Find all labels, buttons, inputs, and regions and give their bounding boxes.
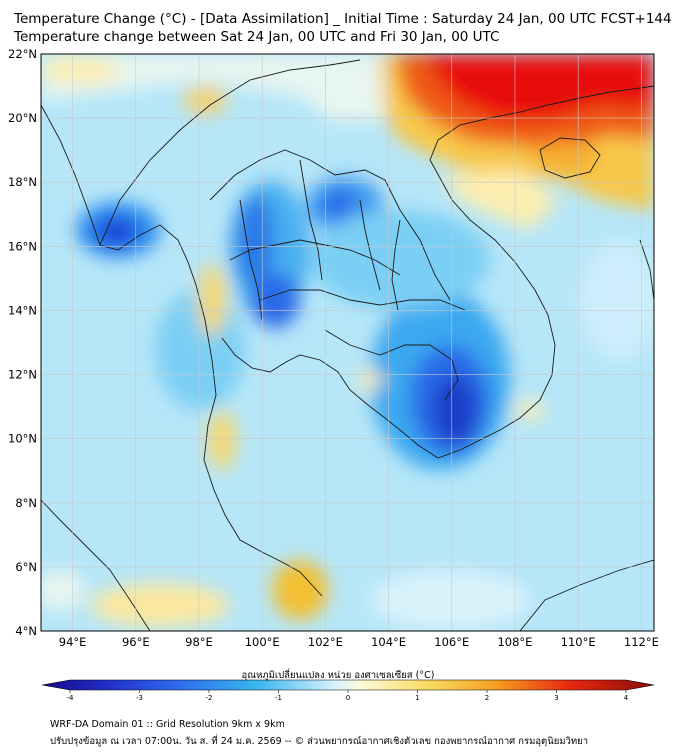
lon-tick-label: 104°E	[371, 635, 406, 649]
colorbar-tick-label: 0	[346, 694, 350, 702]
lon-tick-label: 100°E	[245, 635, 280, 649]
lon-tick-label: 106°E	[434, 635, 469, 649]
colorbar-tick-label: -3	[136, 694, 143, 702]
lat-tick-label: 20°N	[8, 111, 37, 125]
lon-tick-label: 112°E	[624, 635, 659, 649]
lat-tick-label: 6°N	[15, 560, 37, 574]
colorbar-tick-label: 1	[415, 694, 419, 702]
colorbar-label: อุณหภูมิเปลี่ยนแปลง หน่วย องศาเซลเซียส (…	[241, 670, 435, 681]
lon-tick-label: 98°E	[185, 635, 213, 649]
lat-tick-label: 14°N	[8, 303, 37, 317]
lat-tick-label: 12°N	[8, 368, 37, 382]
colorbar-tick-label: -1	[275, 694, 282, 702]
chart-title: Temperature Change (°C) - [Data Assimila…	[14, 11, 672, 27]
colorbar-tick-label: 3	[554, 694, 558, 702]
map-frame	[40, 53, 655, 632]
lon-tick-label: 96°E	[122, 635, 150, 649]
chart-subtitle: Temperature change between Sat 24 Jan, 0…	[14, 29, 500, 45]
colorbar-tick-label: -4	[67, 694, 75, 702]
colorbar-tick-label: -2	[206, 694, 213, 702]
lon-tick-label: 108°E	[497, 635, 532, 649]
colorbar-tick-label: 2	[485, 694, 489, 702]
colorbar-tick-label: 4	[624, 694, 629, 702]
lat-tick-label: 16°N	[8, 239, 37, 253]
colorbar: -4 -3 -2 -1 0 1 2 3 4	[41, 679, 655, 702]
footer-update-info: ปรับปรุงข้อมูล ณ เวลา 07:00น. วัน ส. ที่…	[50, 736, 589, 747]
lat-tick-label: 10°N	[8, 432, 37, 446]
lon-tick-label: 110°E	[561, 635, 596, 649]
lat-tick-label: 8°N	[15, 496, 37, 510]
lat-tick-label: 18°N	[8, 175, 37, 189]
lat-tick-label: 22°N	[8, 47, 37, 61]
lon-tick-label: 102°E	[308, 635, 343, 649]
lon-tick-label: 94°E	[59, 635, 87, 649]
footer-model-info: WRF-DA Domain 01 :: Grid Resolution 9km …	[50, 719, 285, 730]
temperature-field	[41, 54, 654, 631]
lat-tick-label: 4°N	[15, 624, 37, 638]
